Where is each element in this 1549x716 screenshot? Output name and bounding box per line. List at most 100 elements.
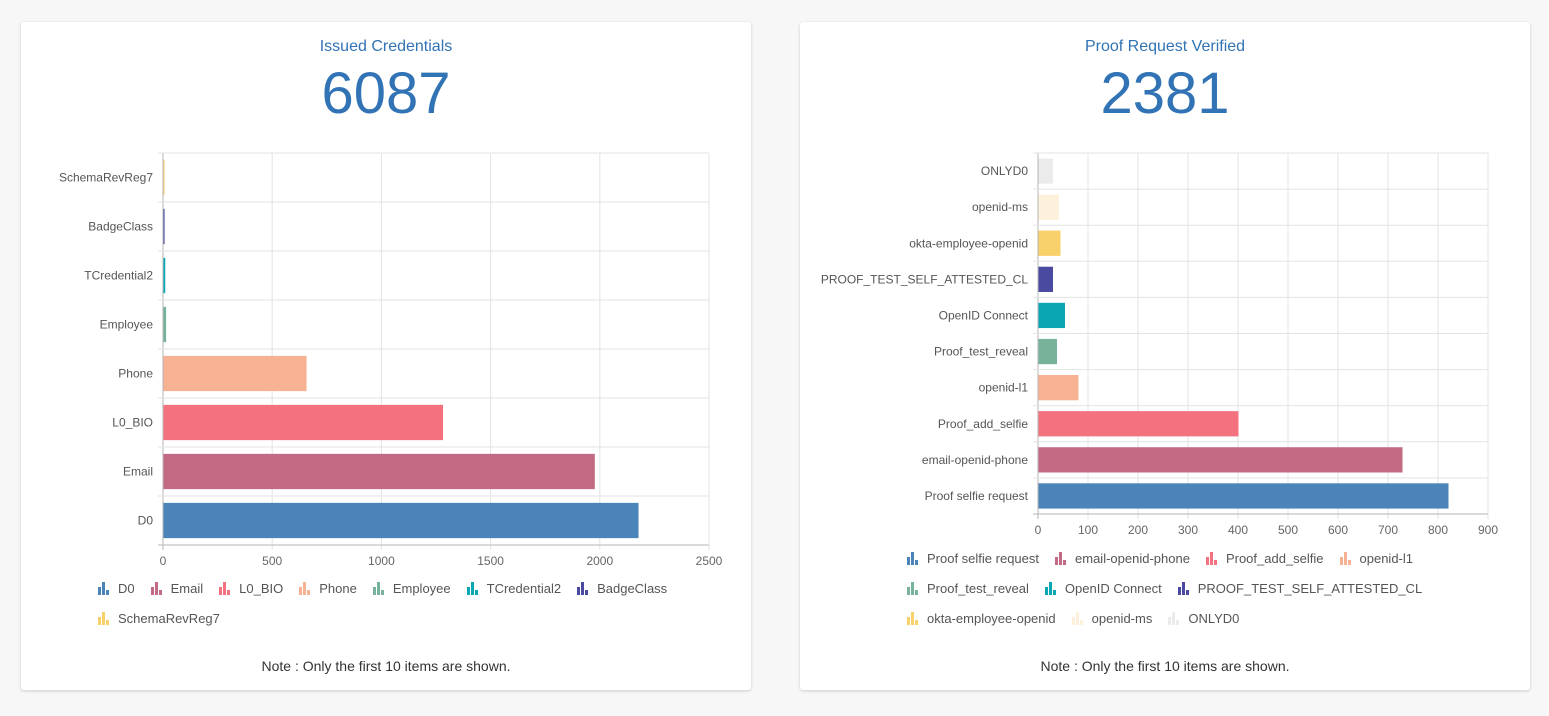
legend-label: Proof selfie request xyxy=(927,550,1040,566)
x-tick-label: 2000 xyxy=(586,554,613,568)
bar-chart-icon xyxy=(1177,581,1190,595)
legend-label: Proof_test_reveal xyxy=(927,580,1029,596)
legend-item-proof-selfie-request[interactable]: Proof selfie request xyxy=(907,543,1039,573)
bar-badgeclass[interactable] xyxy=(163,208,165,245)
bar-email-openid-phone[interactable] xyxy=(1038,447,1403,473)
issued-credentials-legend: D0 Email L0_BIO Phone Employee TCredential2 Ba… xyxy=(98,573,698,633)
category-label: Proof_test_reveal xyxy=(934,345,1028,359)
legend-item-openid-ms[interactable]: openid-ms xyxy=(1071,603,1153,633)
bar-chart-icon xyxy=(907,581,919,595)
issued-credentials-card: Issued Credentials 6087 0 500 1000 1500 2000… xyxy=(21,22,751,690)
legend-label: email-openid-phone xyxy=(1075,550,1190,566)
legend-label: okta-employee-openid xyxy=(927,610,1056,626)
legend-label: D0 xyxy=(118,580,135,596)
bar-d0[interactable] xyxy=(163,502,639,539)
bar-phone[interactable] xyxy=(163,355,307,392)
bar-proof-test-reveal[interactable] xyxy=(1038,338,1058,365)
bar-chart-icon xyxy=(150,581,163,595)
legend-item-proof-test-self-attested-cl[interactable]: PROOF_TEST_SELF_ATTESTED_CL xyxy=(1177,573,1422,603)
legend-label: L0_BIO xyxy=(239,580,284,596)
legend-item-schemarevreg7[interactable]: SchemaRevReg7 xyxy=(98,603,220,633)
legend-item-badgeclass[interactable]: BadgeClass xyxy=(577,573,667,603)
category-label: Email xyxy=(123,465,153,479)
legend-item-d0[interactable]: D0 xyxy=(98,573,135,603)
x-tick-label: 1500 xyxy=(477,554,504,568)
legend-item-okta-employee-openid[interactable]: okta-employee-openid xyxy=(907,603,1056,633)
bar-proof-selfie-request[interactable] xyxy=(1038,483,1449,509)
category-label: SchemaRevReg7 xyxy=(59,171,153,185)
legend-item-onlyd0[interactable]: ONLYD0 xyxy=(1168,603,1239,633)
bar-employee[interactable] xyxy=(163,306,167,343)
bar-chart-icon xyxy=(466,581,479,595)
x-tick-label: 400 xyxy=(1228,523,1248,537)
proof-request-count: 2381 xyxy=(1100,61,1230,126)
category-label: Proof_add_selfie xyxy=(938,417,1028,431)
legend-item-phone[interactable]: Phone xyxy=(299,573,357,603)
legend-item-openid-l1[interactable]: openid-l1 xyxy=(1339,543,1414,573)
proof-request-note: Note : Only the first 10 items are shown… xyxy=(1040,658,1290,674)
x-tick-label: 600 xyxy=(1328,523,1348,537)
bar-chart-icon xyxy=(1339,551,1352,565)
bar-chart-icon xyxy=(1205,551,1218,565)
legend-label: openid-l1 xyxy=(1359,550,1414,566)
bar-openid-connect[interactable] xyxy=(1038,302,1066,329)
bar-l0-bio[interactable] xyxy=(163,404,444,441)
legend-label: TCredential2 xyxy=(486,580,562,596)
x-tick-label: 800 xyxy=(1428,523,1448,537)
bar-openid-ms[interactable] xyxy=(1038,194,1060,220)
legend-item-email-openid-phone[interactable]: email-openid-phone xyxy=(1055,543,1190,573)
legend-item-tcredential2[interactable]: TCredential2 xyxy=(466,573,562,603)
x-tick-label: 100 xyxy=(1078,523,1098,537)
category-label: L0_BIO xyxy=(112,416,153,430)
legend-label: SchemaRevReg7 xyxy=(118,610,220,626)
bar-okta-employee-openid[interactable] xyxy=(1038,230,1061,256)
category-label: email-openid-phone xyxy=(922,453,1028,467)
category-label: okta-employee-openid xyxy=(909,236,1028,250)
bar-onlyd0[interactable] xyxy=(1038,158,1054,184)
legend-item-openid-connect[interactable]: OpenID Connect xyxy=(1044,573,1162,603)
category-label: Phone xyxy=(118,367,153,381)
legend-label: Phone xyxy=(319,580,357,596)
legend-item-email[interactable]: Email xyxy=(150,573,204,603)
legend-item-proof-add-selfie[interactable]: Proof_add_selfie xyxy=(1205,543,1324,573)
bar-proof-test-self-attested-cl[interactable] xyxy=(1038,266,1054,292)
bar-chart-icon xyxy=(1071,611,1084,625)
x-tick-label: 200 xyxy=(1128,523,1148,537)
issued-credentials-note: Note : Only the first 10 items are shown… xyxy=(261,658,511,674)
bar-chart-icon xyxy=(299,581,311,595)
bar-chart-icon xyxy=(577,581,589,595)
bar-proof-add-selfie[interactable] xyxy=(1038,411,1239,437)
x-tick-label: 500 xyxy=(262,554,282,568)
issued-credentials-chart: 0 500 1000 1500 2000 2500 D0 Email L0_BIO Phone Em… xyxy=(59,152,723,568)
legend-item-l0-bio[interactable]: L0_BIO xyxy=(219,573,283,603)
legend-label: Email xyxy=(170,580,204,596)
bar-chart-icon xyxy=(1055,551,1067,565)
category-label: D0 xyxy=(138,514,154,528)
x-tick-label: 500 xyxy=(1278,523,1298,537)
legend-item-proof-test-reveal[interactable]: Proof_test_reveal xyxy=(907,573,1029,603)
legend-label: openid-ms xyxy=(1091,610,1153,626)
bar-email[interactable] xyxy=(163,453,595,490)
legend-label: Proof_add_selfie xyxy=(1225,550,1324,566)
legend-label: BadgeClass xyxy=(597,580,668,596)
x-tick-label: 300 xyxy=(1178,523,1198,537)
bar-openid-l1[interactable] xyxy=(1038,375,1079,401)
proof-request-card: Proof Request Verified 2381 0 100 200 300 40… xyxy=(800,22,1530,690)
proof-request-legend: Proof selfie request email-openid-phone Pr… xyxy=(907,543,1467,633)
issued-credentials-title: Issued Credentials xyxy=(319,38,453,55)
bar-chart-icon xyxy=(219,581,231,595)
issued-credentials-count: 6087 xyxy=(321,61,451,126)
legend-item-employee[interactable]: Employee xyxy=(372,573,451,603)
bar-chart-icon xyxy=(98,611,110,625)
bar-chart-icon xyxy=(907,611,919,625)
x-tick-label: 1000 xyxy=(368,554,395,568)
category-label: ONLYD0 xyxy=(981,164,1028,178)
category-label: TCredential2 xyxy=(84,269,153,283)
legend-label: OpenID Connect xyxy=(1064,580,1162,596)
bar-tcredential2[interactable] xyxy=(163,257,166,294)
legend-label: ONLYD0 xyxy=(1188,610,1240,626)
legend-label: Employee xyxy=(392,580,451,596)
bar-schemarevreg7[interactable] xyxy=(163,159,165,196)
x-tick-label: 700 xyxy=(1378,523,1398,537)
proof-request-title: Proof Request Verified xyxy=(1084,38,1246,55)
